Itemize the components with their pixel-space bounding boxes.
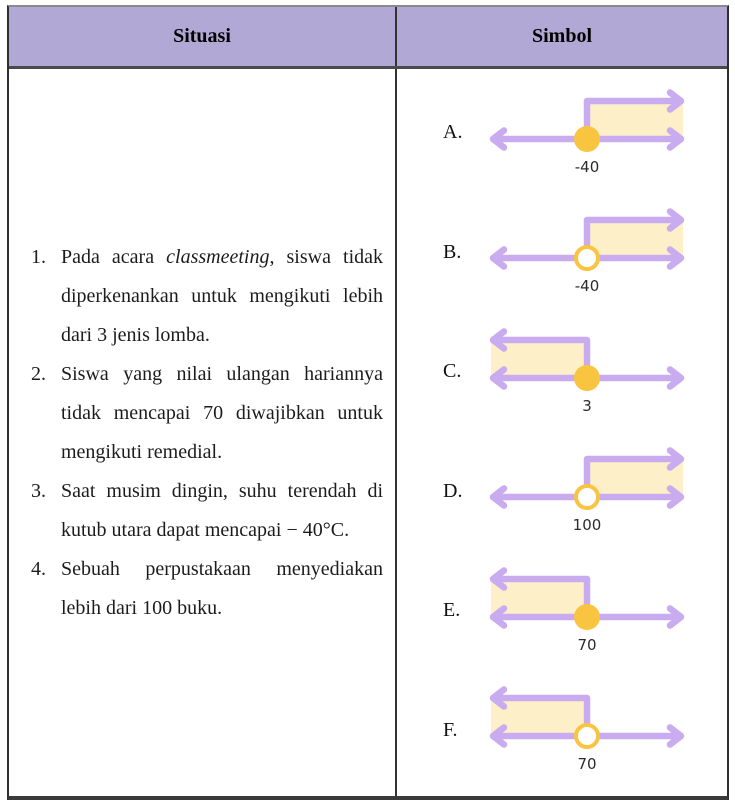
- situation-item-2: 2. Siswa yang nilai ulangan hariannya tid…: [31, 355, 383, 472]
- shaded-region: [491, 578, 587, 617]
- symbol-option-E: E. 70: [397, 551, 727, 671]
- symbol-option-label: E.: [443, 599, 461, 622]
- shade-boundary-line: [583, 456, 681, 499]
- number-line-diagram: -40: [489, 208, 685, 295]
- arrowhead-left-icon: [489, 127, 508, 151]
- arrowhead-right-icon: [666, 366, 685, 390]
- situation-item-4: 4. Sebuah perpustakaan menyediakan lebih …: [31, 550, 383, 628]
- arrowhead-left-icon: [489, 366, 508, 390]
- point-label: -40: [575, 277, 600, 295]
- shade-boundary-line: [583, 97, 681, 140]
- table-header-row: Situasi Simbol: [9, 7, 727, 69]
- situation-number: 3.: [31, 479, 46, 502]
- header-simbol: Simbol: [531, 25, 593, 47]
- arrowhead-right-icon: [666, 605, 685, 629]
- situation-item-3: 3. Saat musim dingin, suhu terendah di ku…: [31, 472, 383, 550]
- shade-boundary-line: [493, 336, 591, 379]
- arrowhead-right-icon: [666, 447, 685, 471]
- arrowhead-left-icon: [489, 485, 508, 509]
- shaded-region: [587, 100, 683, 139]
- situation-text: Sebuah perpustakaan menyediakan lebih da…: [61, 557, 383, 619]
- arrowhead-left-icon: [489, 328, 508, 352]
- situation-item-1: 1. Pada acara classmeeting, siswa tidak d…: [31, 238, 383, 355]
- symbol-option-label: C.: [443, 360, 462, 383]
- shaded-region: [587, 459, 683, 498]
- situation-text: Siswa yang nilai ulangan hariannya tidak…: [61, 362, 383, 463]
- point-label: 3: [582, 397, 592, 415]
- arrowhead-left-icon: [489, 246, 508, 270]
- arrowhead-right-icon: [666, 208, 685, 232]
- situation-text: Saat musim dingin, suhu terendah di kutu…: [61, 479, 383, 541]
- number-line-diagram: 100: [489, 447, 685, 534]
- closed-endpoint-circle: [574, 125, 600, 152]
- simbol-cell: A. -40 B. -40 C. 3 D. 100 E. 70 F. 70: [397, 69, 727, 796]
- situation-number: 1.: [31, 245, 46, 268]
- situation-number: 2.: [31, 362, 46, 385]
- number-line-diagram: 70: [489, 686, 685, 773]
- open-endpoint-circle: [574, 245, 600, 272]
- symbol-option-B: B. -40: [397, 193, 727, 313]
- shaded-region: [491, 339, 587, 378]
- arrowhead-left-icon: [489, 605, 508, 629]
- number-line-diagram: 70: [489, 567, 685, 654]
- situasi-cell: 1. Pada acara classmeeting, siswa tidak d…: [9, 69, 397, 796]
- number-line-diagram: 3: [489, 328, 685, 415]
- symbol-option-label: A.: [443, 121, 463, 144]
- shaded-region: [491, 698, 587, 737]
- shade-boundary-line: [493, 695, 591, 738]
- arrowhead-right-icon: [666, 246, 685, 270]
- situation-number: 4.: [31, 557, 46, 580]
- point-label: 100: [573, 516, 602, 534]
- symbol-option-label: F.: [443, 718, 458, 741]
- situation-text: Pada acara classmeeting, siswa tidak dip…: [61, 245, 384, 346]
- point-label: 70: [577, 755, 596, 773]
- arrowhead-right-icon: [666, 485, 685, 509]
- closed-endpoint-circle: [574, 364, 600, 391]
- arrowhead-left-icon: [489, 686, 508, 710]
- arrowhead-left-icon: [489, 724, 508, 748]
- point-label: 70: [577, 636, 596, 654]
- header-situasi: Situasi: [9, 7, 397, 66]
- number-line-diagram: -40: [489, 89, 685, 176]
- open-endpoint-circle: [574, 484, 600, 511]
- point-label: -40: [575, 158, 600, 176]
- shaded-region: [587, 220, 683, 259]
- situations-list: 1. Pada acara classmeeting, siswa tidak d…: [31, 238, 383, 628]
- shade-boundary-line: [583, 217, 681, 260]
- symbol-option-label: D.: [443, 479, 463, 502]
- arrowhead-right-icon: [666, 89, 685, 113]
- situation-symbol-table: Situasi Simbol 1. Pada acara classmeeting…: [7, 5, 729, 800]
- symbol-option-label: B.: [443, 240, 462, 263]
- symbol-option-D: D. 100: [397, 432, 727, 552]
- table-body-row: 1. Pada acara classmeeting, siswa tidak d…: [9, 69, 727, 796]
- closed-endpoint-circle: [574, 603, 600, 630]
- symbol-option-A: A. -40: [397, 73, 727, 193]
- shade-boundary-line: [493, 575, 591, 618]
- symbol-option-C: C. 3: [397, 312, 727, 432]
- arrowhead-right-icon: [666, 127, 685, 151]
- symbol-option-F: F. 70: [397, 671, 727, 791]
- arrowhead-left-icon: [489, 567, 508, 591]
- arrowhead-right-icon: [666, 724, 685, 748]
- open-endpoint-circle: [574, 723, 600, 750]
